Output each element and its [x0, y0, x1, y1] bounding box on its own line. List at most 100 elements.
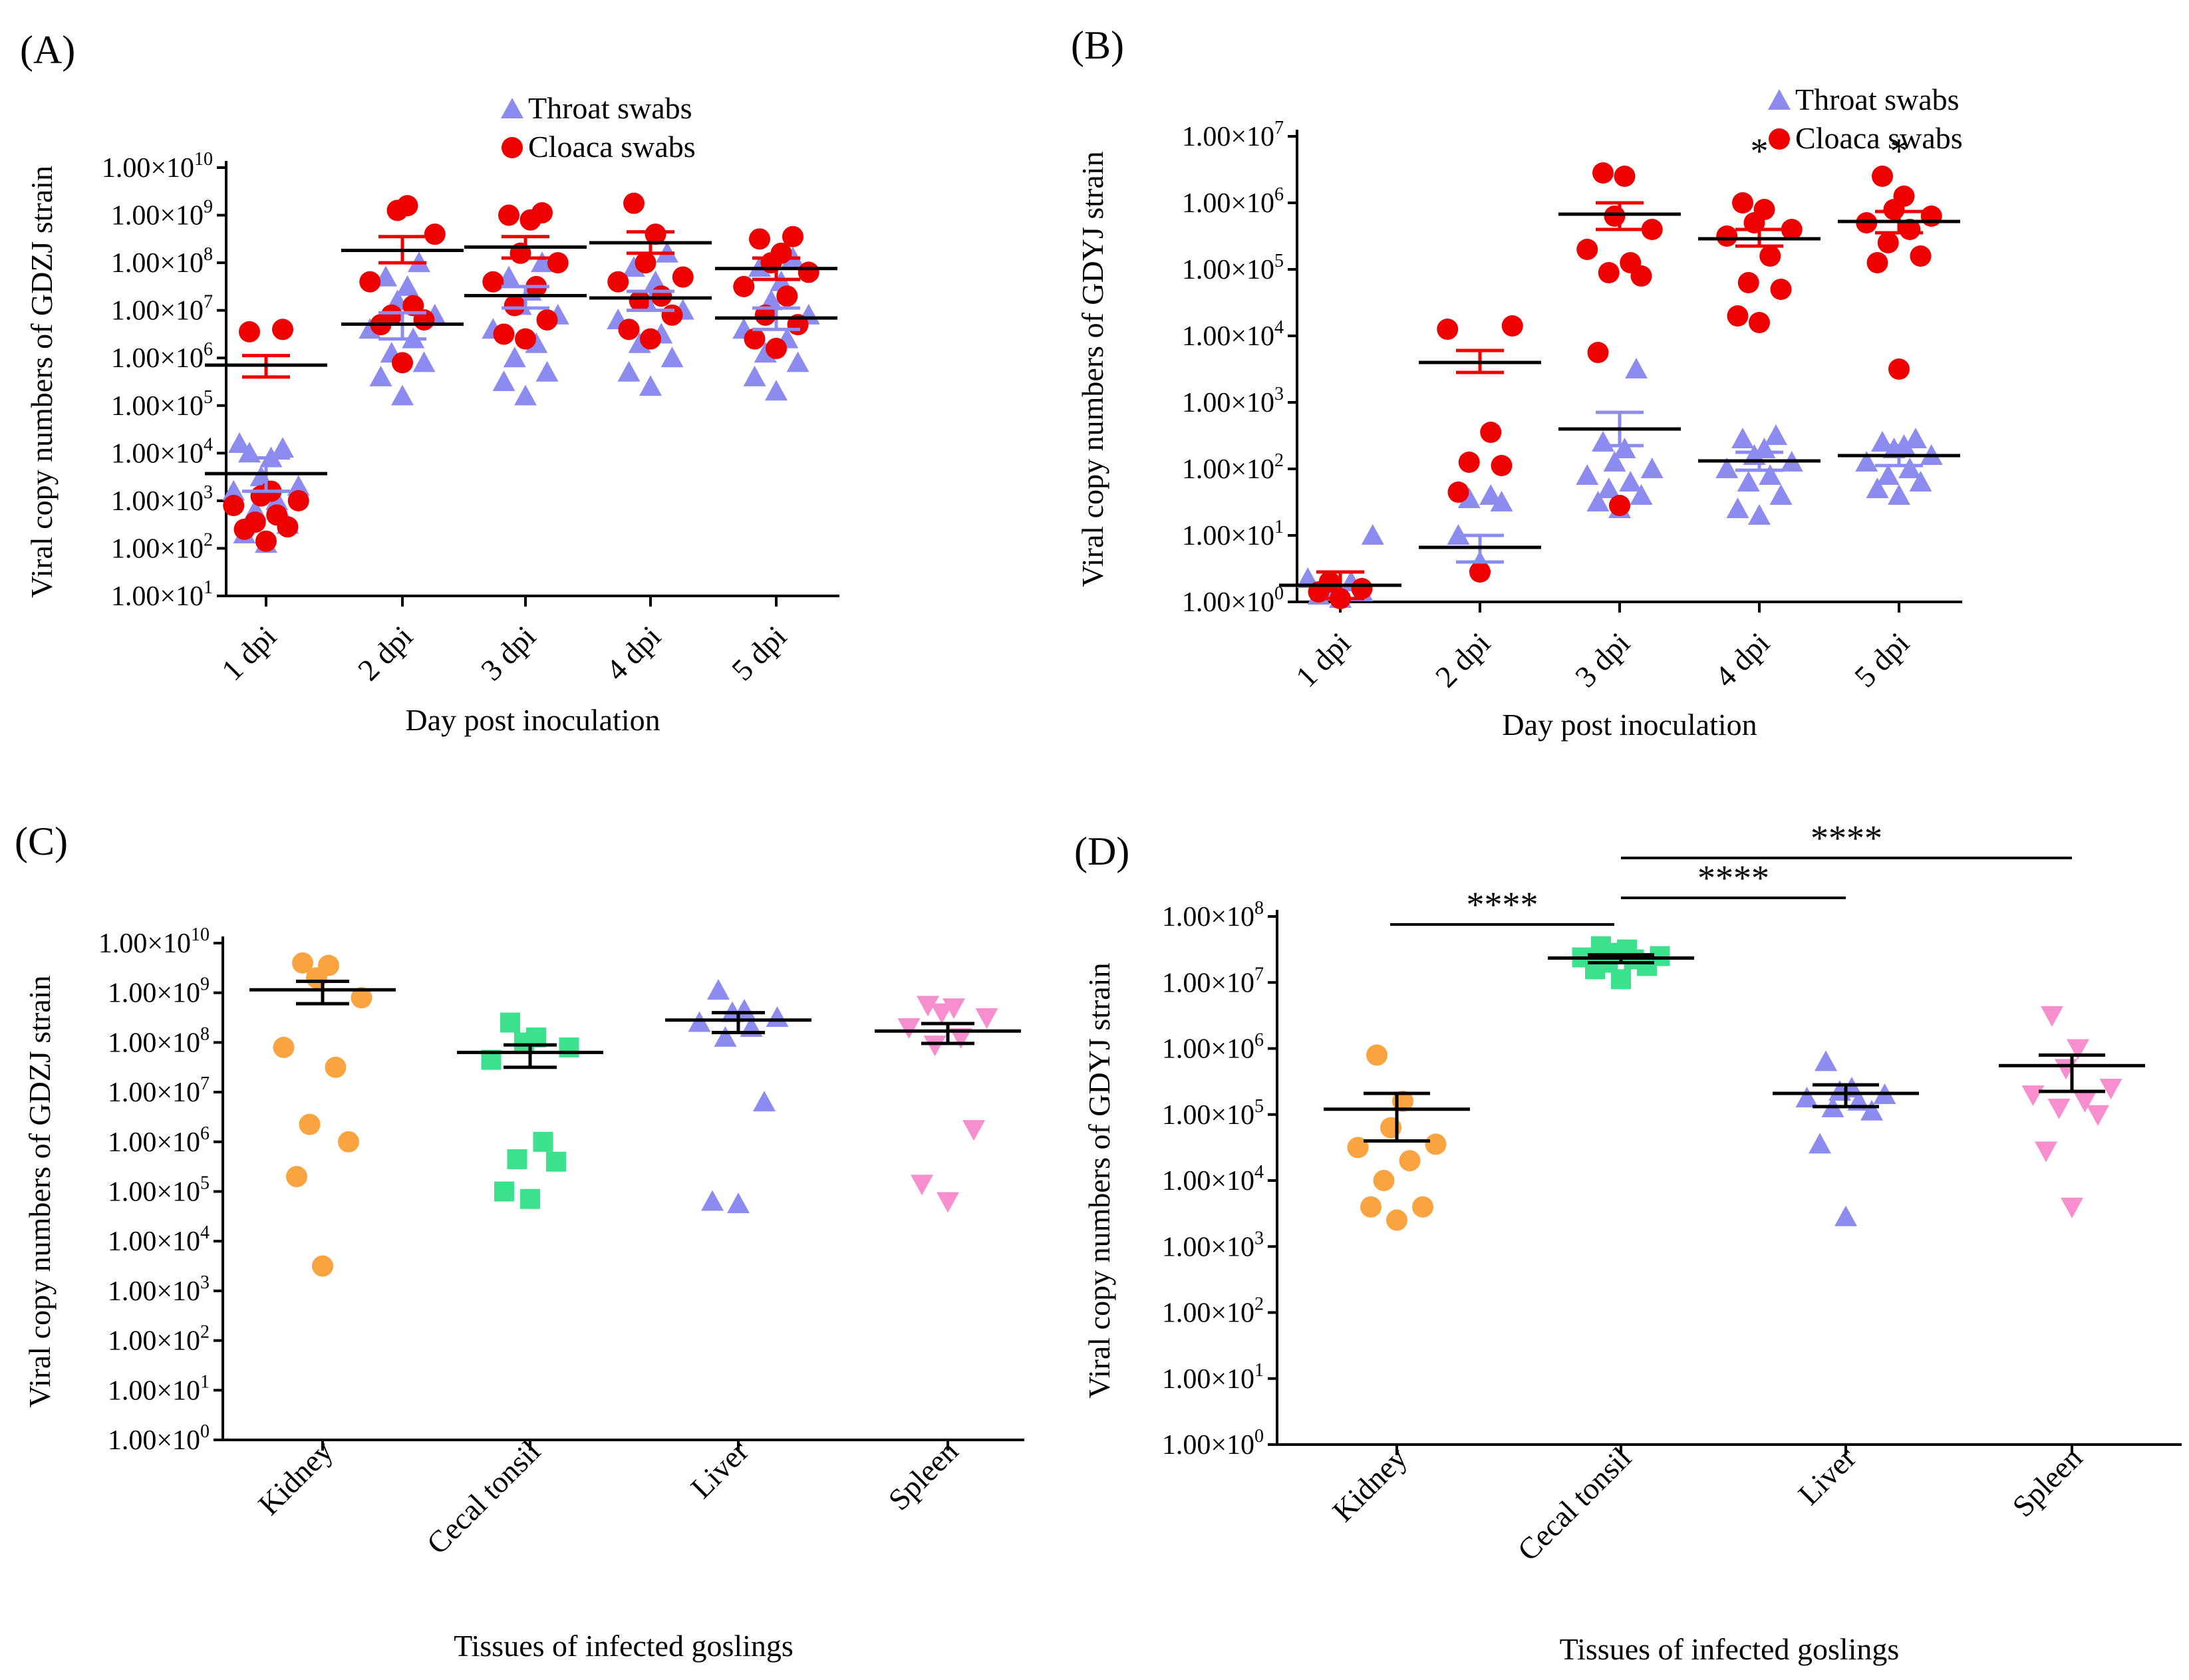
y-tick-exponent: 4 — [204, 434, 213, 455]
data-point — [1834, 1205, 1857, 1226]
data-point — [1576, 239, 1598, 260]
y-tick-label: 1.00×104 — [111, 434, 213, 469]
y-tick-label: 1.00×100 — [1182, 583, 1284, 618]
y-tick-base: 1.00×10 — [1162, 968, 1254, 998]
y-tick-label: 1.00×103 — [108, 1272, 210, 1307]
data-point — [1737, 471, 1760, 491]
data-point — [494, 1181, 514, 1202]
y-tick-base: 1.00×10 — [1182, 454, 1274, 485]
y-tick-exponent: 6 — [1254, 1030, 1264, 1051]
data-point — [911, 1175, 933, 1196]
data-point — [943, 998, 965, 1020]
x-category-label: 3 dpi — [474, 619, 542, 687]
y-tick-exponent: 10 — [194, 149, 213, 170]
y-tick-label: 1.00×105 — [111, 387, 213, 422]
y-tick-exponent: 0 — [1254, 1426, 1264, 1447]
data-point — [239, 321, 260, 343]
y-tick-label: 1.00×105 — [1162, 1096, 1264, 1131]
panel-c: (C)1.00×1001.00×1011.00×1021.00×1031.00×… — [15, 819, 1024, 1663]
data-point — [292, 952, 313, 974]
legend-label: Throat swabs — [1795, 82, 1960, 116]
x-category-label: Kidney — [251, 1434, 339, 1522]
data-point — [2055, 1059, 2077, 1080]
data-point — [1909, 471, 1932, 491]
data-point — [1458, 452, 1480, 473]
data-point — [312, 1255, 333, 1277]
y-tick-label: 1.00×103 — [1182, 384, 1284, 418]
x-axis-title: Day post inoculation — [1502, 708, 1757, 742]
data-point — [547, 252, 569, 274]
data-point — [244, 511, 266, 533]
x-category-label: Kidney — [1326, 1441, 1413, 1528]
data-point — [299, 1113, 321, 1135]
data-point — [635, 252, 657, 274]
data-point — [1347, 1137, 1369, 1159]
data-point — [503, 347, 526, 368]
data-point — [1770, 279, 1792, 300]
y-tick-exponent: 6 — [204, 339, 213, 360]
x-category-label: 4 dpi — [599, 619, 667, 687]
y-tick-exponent: 3 — [200, 1272, 210, 1293]
data-point — [629, 290, 651, 312]
y-tick-base: 1.00×10 — [108, 1077, 200, 1108]
data-point — [1893, 186, 1915, 207]
data-point — [1795, 1086, 1819, 1107]
data-point — [1479, 484, 1503, 505]
y-tick-base: 1.00×10 — [1182, 321, 1274, 352]
data-point — [2099, 1079, 2122, 1100]
data-point — [492, 370, 515, 391]
data-point — [766, 337, 787, 359]
data-point — [931, 1003, 953, 1024]
y-tick-exponent: 3 — [204, 482, 213, 503]
y-tick-base: 1.00×10 — [1162, 1364, 1254, 1395]
data-point — [1501, 315, 1523, 337]
data-point — [1457, 488, 1481, 508]
data-point — [396, 275, 419, 296]
y-tick-base: 1.00×10 — [108, 978, 200, 1009]
y-tick-base: 1.00×10 — [111, 533, 204, 564]
data-point — [380, 304, 402, 326]
x-category-label: 3 dpi — [1568, 626, 1636, 694]
data-point — [1399, 1150, 1421, 1172]
data-point — [402, 295, 424, 317]
y-tick-exponent: 9 — [200, 974, 210, 995]
data-point — [1716, 225, 1738, 247]
data-point — [786, 351, 809, 372]
y-tick-base: 1.00×10 — [108, 1375, 200, 1406]
data-point — [1731, 428, 1754, 448]
data-point — [273, 1036, 295, 1058]
y-tick-base: 1.00×10 — [111, 391, 204, 422]
y-tick-label: 1.00×109 — [111, 197, 213, 231]
data-point — [222, 480, 245, 501]
data-point — [798, 261, 819, 283]
legend-marker — [1768, 89, 1791, 110]
significance-stars: **** — [1697, 858, 1769, 898]
y-tick-exponent: 7 — [204, 292, 213, 313]
y-tick-label: 1.00×104 — [1182, 317, 1284, 352]
y-tick-label: 1.00×100 — [108, 1421, 210, 1456]
data-point — [559, 1037, 579, 1057]
data-point — [1872, 166, 1893, 187]
data-point — [1469, 561, 1491, 583]
data-point — [1781, 219, 1803, 240]
x-axis-title: Day post inoculation — [405, 703, 660, 737]
data-point — [546, 1151, 566, 1172]
y-tick-exponent: 7 — [1274, 118, 1284, 138]
data-point — [271, 437, 294, 458]
data-point — [1888, 358, 1910, 380]
y-tick-exponent: 2 — [200, 1322, 210, 1343]
data-point — [765, 380, 788, 401]
data-point — [1603, 451, 1626, 472]
x-category-label: Cecal tonsil — [420, 1434, 547, 1561]
data-point — [733, 275, 755, 297]
data-point — [1586, 491, 1610, 511]
y-tick-base: 1.00×10 — [1162, 1166, 1254, 1196]
data-point — [707, 978, 730, 1000]
data-point — [1899, 219, 1921, 240]
y-tick-label: 1.00×102 — [1182, 450, 1284, 485]
y-tick-base: 1.00×10 — [111, 438, 204, 469]
data-point — [1587, 342, 1609, 363]
data-point — [255, 530, 277, 552]
y-tick-base: 1.00×10 — [1162, 1430, 1254, 1461]
x-axis-title: Tissues of infected goslings — [454, 1629, 794, 1663]
